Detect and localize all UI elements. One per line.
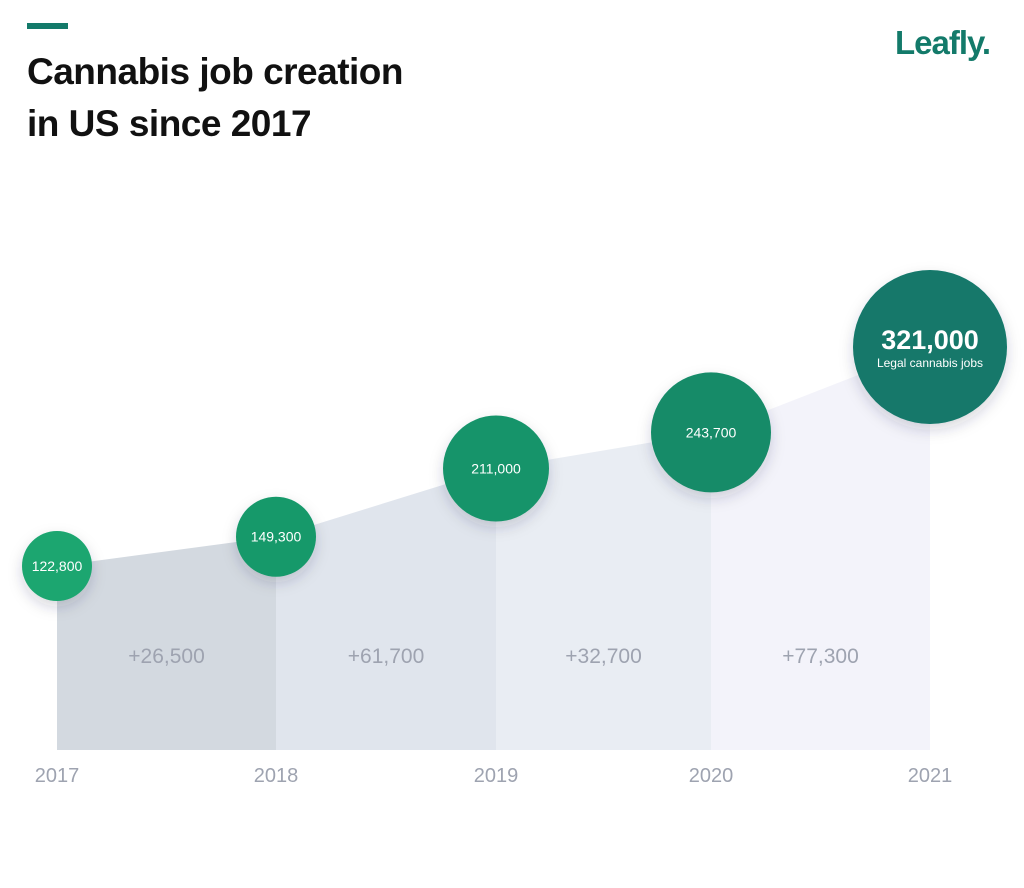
title-line-2: in US since 2017: [27, 103, 312, 144]
area-segment-2019-2020: [496, 432, 711, 750]
data-label: 243,700: [686, 424, 737, 440]
data-label: 211,000: [471, 461, 521, 477]
highlight-caption: Legal cannabis jobs: [877, 356, 983, 370]
x-tick-label: 2020: [689, 765, 734, 787]
area-segment-2017-2018: [57, 536, 276, 750]
accent-bar: [27, 23, 68, 29]
title-line-1: Cannabis job creation: [27, 51, 404, 92]
data-label: 321,000: [881, 325, 979, 355]
area-segment-2018-2019: [276, 468, 496, 750]
x-tick-label: 2017: [35, 765, 80, 787]
data-label: 149,300: [251, 529, 302, 545]
data-point-2020: [651, 372, 771, 493]
x-tick-label: 2021: [908, 765, 953, 787]
increment-label: +77,300: [782, 645, 859, 668]
data-point-2018: [236, 496, 316, 577]
data-label: 122,800: [32, 558, 83, 574]
x-tick-label: 2018: [254, 765, 299, 787]
data-point-2021: [853, 270, 1007, 424]
increment-label: +32,700: [565, 645, 642, 668]
increment-label: +26,500: [128, 645, 205, 668]
data-point-2019: [443, 415, 549, 522]
leafly-logo: Leafly.: [895, 24, 991, 61]
x-tick-label: 2019: [474, 765, 519, 787]
increment-label: +61,700: [348, 645, 425, 668]
chart-title: Cannabis job creation in US since 2017: [27, 46, 527, 150]
data-point-2017: [22, 531, 92, 601]
